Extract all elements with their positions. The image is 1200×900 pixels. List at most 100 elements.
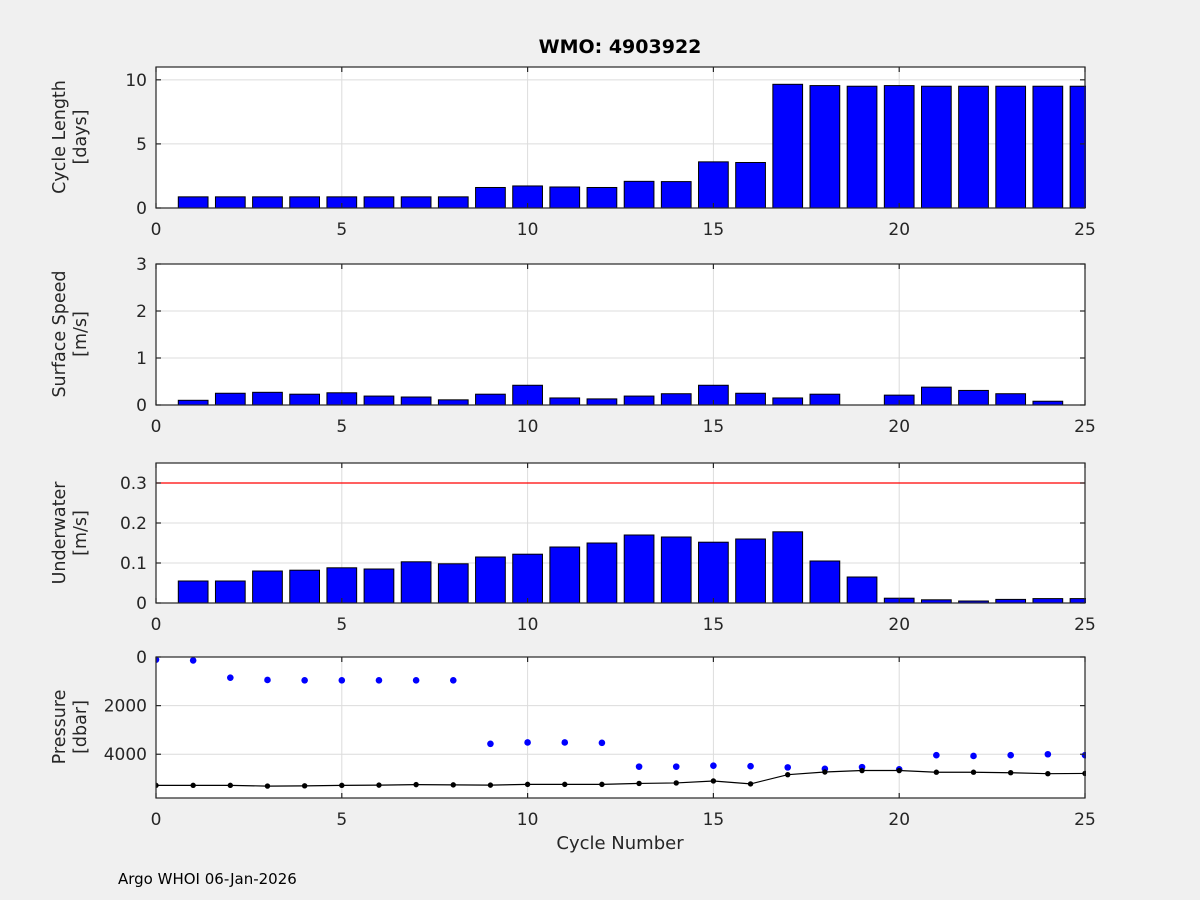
bar-cycle-12 — [586, 542, 618, 603]
ylabel-line: [dbar] — [71, 700, 91, 754]
y-tick-label: 0 — [136, 648, 147, 668]
bar-cycle-10 — [512, 384, 543, 405]
bar-cycle-24 — [1032, 598, 1064, 603]
y-tick-label: 4000 — [104, 745, 147, 765]
profile-pressure-dot — [822, 769, 828, 775]
bar-cycle-8 — [437, 563, 469, 603]
x-tick-label: 10 — [517, 810, 539, 830]
bar-cycle-21 — [920, 85, 952, 208]
bar-cycle-14 — [660, 536, 692, 603]
x-tick-label: 25 — [1074, 615, 1096, 635]
ylabel-line: Surface Speed — [50, 270, 70, 398]
subplot-underwater-speed: 0 5 10 15 20 25 0 0.1 0.2 0.3 — [120, 462, 1096, 635]
subplot-surface-speed: 0 5 10 15 20 25 0 1 2 3 — [136, 255, 1096, 437]
bar-cycle-2 — [214, 392, 246, 405]
bar-cycle-6 — [363, 568, 395, 603]
profile-pressure-dot — [339, 782, 345, 789]
bar-cycle-24 — [1032, 85, 1064, 208]
profile-pressure-line — [156, 769, 1086, 787]
ylabel-line: Underwater — [50, 481, 70, 585]
ylabel-underwater: Underwater [m/s] — [50, 482, 92, 585]
y-tick-label: 0 — [136, 396, 147, 416]
bar-cycle-11 — [549, 397, 581, 405]
park-pressure-dot — [264, 676, 271, 684]
plot-frame — [155, 66, 1086, 209]
y-tick-label: 0.3 — [120, 474, 147, 494]
y-tick-label: 0.1 — [120, 554, 147, 574]
bar-cycle-5 — [326, 567, 358, 603]
park-pressure-dot — [784, 764, 792, 771]
profile-pressure-dot — [1007, 770, 1014, 776]
profile-pressure-dot — [524, 781, 531, 788]
bar-cycle-23 — [995, 598, 1027, 603]
park-pressure-dot — [189, 657, 197, 664]
y-tick-label: 3 — [136, 255, 147, 275]
bar-cycle-9 — [475, 186, 506, 208]
park-pressure-dot — [375, 677, 383, 684]
park-pressure-dot — [710, 762, 717, 769]
ylabel-surface-speed: Surface Speed [m/s] — [50, 270, 92, 397]
bar-cycle-10 — [512, 553, 543, 603]
bar-cycle-7 — [400, 561, 432, 603]
y-tick-label: 10 — [125, 71, 147, 91]
bar-cycle-11 — [549, 186, 581, 208]
x-tick-label: 0 — [151, 810, 162, 830]
profile-pressure-dot — [747, 781, 754, 787]
profile-pressure-dot — [710, 778, 717, 784]
bar-cycle-8 — [437, 196, 469, 208]
plot-area — [156, 264, 1085, 405]
x-tick-label: 15 — [703, 615, 725, 635]
profile-pressure-dot — [859, 767, 865, 774]
profile-pressure-dot — [156, 782, 159, 789]
profile-pressure-dot — [636, 780, 642, 787]
bar-cycle-15 — [698, 161, 729, 208]
y-tick-label: 0 — [136, 199, 147, 219]
profile-pressure-dot — [450, 782, 456, 788]
profile-pressure-dot — [190, 782, 196, 789]
park-pressure-dot — [449, 677, 457, 684]
park-pressure-dot — [487, 740, 494, 748]
bar-cycle-12 — [586, 186, 618, 208]
bar-cycle-13 — [623, 180, 655, 208]
profile-pressure-dot — [301, 783, 308, 789]
bar-cycle-14 — [660, 181, 692, 208]
bar-cycle-4 — [289, 393, 321, 405]
x-tick-label: 10 — [517, 615, 539, 635]
y-tick-label: 0.2 — [120, 514, 147, 534]
bar-cycle-18 — [809, 85, 841, 208]
park-pressure-dot — [672, 763, 680, 770]
bar-cycle-11 — [549, 546, 581, 603]
x-tick-label: 15 — [703, 220, 725, 240]
park-pressure-dot — [1044, 750, 1052, 758]
park-pressure-dot — [524, 739, 531, 746]
ylabel-pressure: Pressure [dbar] — [50, 690, 92, 765]
x-tick-label: 15 — [703, 417, 725, 437]
profile-pressure-dot — [562, 781, 568, 788]
y-tick-label: 2 — [136, 302, 147, 322]
x-tick-label: 5 — [336, 615, 347, 635]
profile-pressure-dot — [673, 780, 679, 786]
bar-cycle-19 — [846, 85, 878, 208]
plot-frame — [155, 263, 1086, 406]
bar-cycle-7 — [400, 196, 432, 208]
ylabel-cycle-length: Cycle Length [days] — [50, 80, 92, 194]
park-pressure-dot — [227, 674, 234, 681]
bar-cycle-6 — [363, 196, 395, 208]
bar-cycle-15 — [698, 541, 729, 603]
ylabel-line: [m/s] — [71, 311, 91, 357]
x-tick-label: 5 — [336, 417, 347, 437]
bar-cycle-8 — [437, 399, 469, 405]
park-pressure-dot — [970, 752, 977, 760]
bar-cycle-22 — [958, 389, 989, 405]
plot-frame — [155, 656, 1086, 799]
xaxis-label: Cycle Number — [556, 833, 684, 854]
x-tick-label: 0 — [151, 417, 162, 437]
profile-pressure-dot — [599, 781, 605, 788]
x-tick-label: 20 — [888, 810, 910, 830]
x-tick-label: 25 — [1074, 417, 1096, 437]
bar-cycle-10 — [512, 185, 543, 208]
bar-cycle-23 — [995, 85, 1027, 208]
ylabel-line: Cycle Length — [50, 80, 70, 194]
